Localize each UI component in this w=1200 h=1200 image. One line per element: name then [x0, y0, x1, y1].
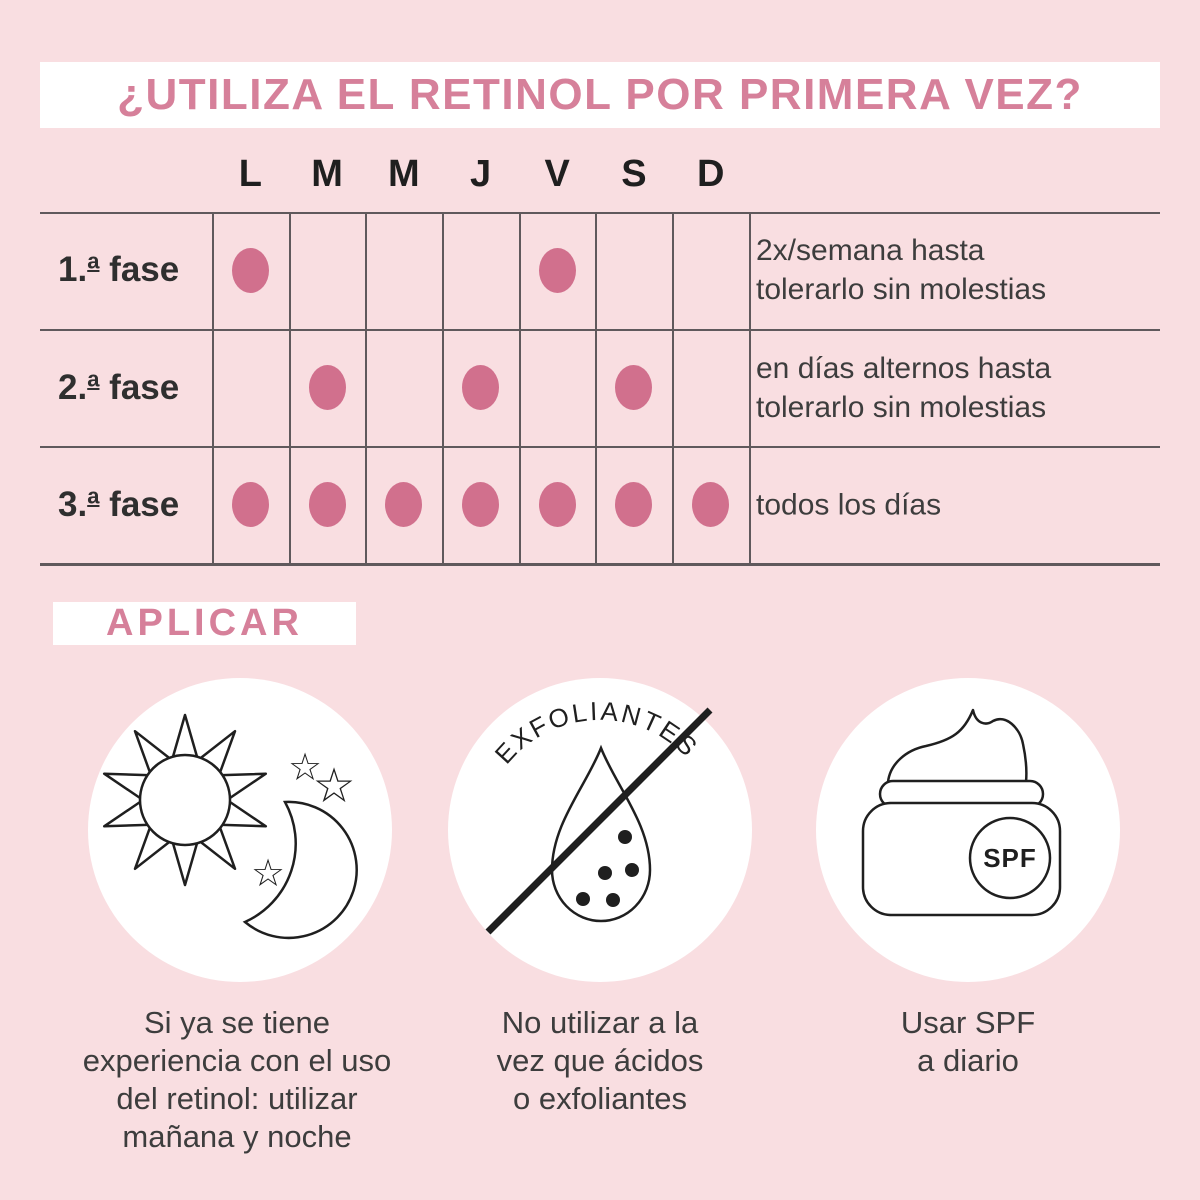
- moon-icon: [242, 800, 358, 940]
- svg-text:☆: ☆: [312, 758, 355, 814]
- table-line-row2: [40, 446, 1160, 448]
- day-label-thu: J: [469, 152, 492, 195]
- phase-1-label: 1.a fase: [58, 250, 179, 290]
- drop-dots: [576, 830, 639, 907]
- aplicar-heading: APLICAR: [106, 602, 303, 644]
- cream-swirl: [886, 708, 1028, 784]
- stars-icon: ☆ ☆ ☆: [251, 745, 356, 895]
- schedule-dot: [615, 482, 653, 527]
- day-night-caption: Si ya se tiene experiencia con el uso de…: [82, 1005, 392, 1154]
- schedule-dot: [462, 482, 499, 527]
- day-night-circle: ☆ ☆ ☆: [88, 678, 392, 982]
- table-col-line: [519, 212, 521, 563]
- table-line-row1: [40, 329, 1160, 331]
- sun-moon-stars-icon: ☆ ☆ ☆: [102, 713, 358, 940]
- spf-label: SPF: [983, 843, 1037, 873]
- phase-number: 3.: [58, 485, 88, 524]
- phase-ordinal: a: [87, 248, 100, 274]
- schedule-dot: [231, 248, 269, 293]
- day-label-tue: M: [311, 152, 343, 195]
- phase-word: fase: [99, 368, 180, 407]
- day-header: L M M J V S D: [212, 150, 749, 198]
- phase-number: 1.: [58, 250, 88, 289]
- day-label-sat: S: [621, 152, 647, 195]
- phase-1-description: 2x/semana hasta tolerarlo sin molestias: [756, 234, 1047, 306]
- day-label-fri: V: [544, 152, 570, 195]
- spf-badge: [968, 816, 1052, 900]
- phase-ordinal: a: [87, 366, 100, 392]
- svg-text:☆: ☆: [288, 745, 322, 789]
- table-col-line: [442, 212, 444, 563]
- table-line-top: [40, 212, 1160, 214]
- sun-icon: [102, 713, 268, 887]
- phase-2-label: 2.a fase: [58, 368, 179, 408]
- phase-3-label: 3.a fase: [58, 485, 179, 525]
- schedule-dot: [231, 482, 269, 527]
- phase-word: fase: [99, 485, 180, 524]
- phase-number: 2.: [58, 368, 88, 407]
- schedule-dot: [692, 482, 730, 527]
- no-exfoliants-caption: No utilizar a la vez que ácidos o exfoli…: [496, 1005, 704, 1116]
- drop-icon: [550, 744, 652, 923]
- table-col-line: [289, 212, 291, 563]
- no-exfoliants-circle: EXFOLIANTES: [448, 678, 752, 982]
- schedule-dot: [538, 482, 576, 527]
- day-label-wed: M: [387, 152, 420, 195]
- spf-circle: SPF: [816, 678, 1120, 982]
- spf-jar-icon: SPF: [861, 708, 1062, 917]
- table-col-line: [672, 212, 674, 563]
- schedule-dot: [308, 365, 346, 410]
- table-col-line: [365, 212, 367, 563]
- aplicar-band: APLICAR: [53, 602, 356, 645]
- schedule-dot: [308, 482, 346, 527]
- crossed-drop-icon: EXFOLIANTES: [485, 696, 713, 935]
- schedule-dot: [615, 365, 653, 410]
- title-band: ¿UTILIZA EL RETINOL POR PRIMERA VEZ?: [40, 62, 1160, 128]
- phase-word: fase: [99, 250, 180, 289]
- spf-caption: Usar SPF a diario: [900, 1005, 1036, 1078]
- day-label-mon: L: [238, 152, 262, 195]
- table-col-line: [595, 212, 597, 563]
- table-col-line: [212, 212, 214, 563]
- schedule-dot: [462, 365, 499, 410]
- phase-3-description: todos los días: [756, 488, 942, 522]
- schedule-dot: [538, 248, 576, 293]
- phase-ordinal: a: [87, 483, 100, 509]
- no-symbol-slash: [485, 707, 713, 935]
- svg-text:☆: ☆: [251, 851, 285, 895]
- table-col-line: [749, 212, 751, 563]
- page-title: ¿UTILIZA EL RETINOL POR PRIMERA VEZ?: [117, 70, 1083, 119]
- phase-2-description: en días alternos hasta tolerarlo sin mol…: [756, 352, 1052, 424]
- day-label-sun: D: [696, 152, 725, 195]
- schedule-dot: [385, 482, 423, 527]
- table-line-bottom: [40, 563, 1160, 566]
